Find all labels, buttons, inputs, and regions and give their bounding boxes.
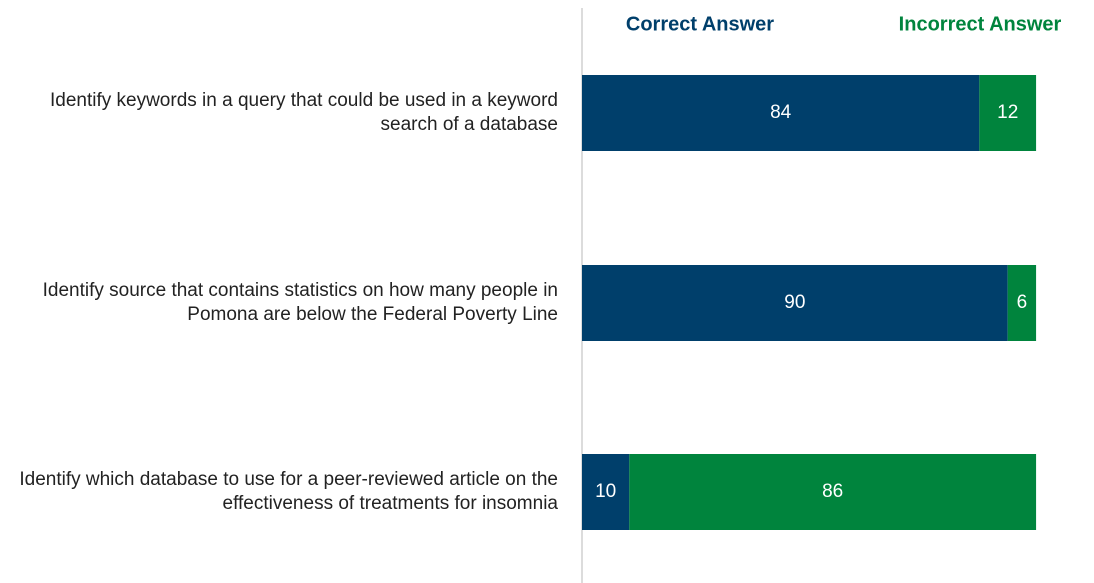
data-label: 90	[784, 292, 805, 313]
category-label: Identify source that contains statistics…	[42, 280, 558, 325]
category-label: Identify which database to use for a pee…	[19, 469, 558, 514]
data-label: 12	[997, 102, 1018, 123]
bar-segment	[582, 265, 1008, 341]
legend-label: Correct Answer	[626, 13, 774, 35]
data-label: 6	[1017, 292, 1028, 313]
data-label: 84	[770, 102, 792, 123]
bar-segment	[629, 454, 1037, 530]
data-label: 86	[822, 481, 843, 502]
category-label: Identify keywords in a query that could …	[49, 90, 558, 135]
data-label: 10	[595, 481, 616, 502]
bar-segment	[979, 75, 1037, 151]
bar-segment	[1007, 265, 1037, 341]
bar-segment	[582, 454, 630, 530]
bar-segment	[582, 75, 980, 151]
legend-label: Incorrect Answer	[899, 13, 1062, 35]
